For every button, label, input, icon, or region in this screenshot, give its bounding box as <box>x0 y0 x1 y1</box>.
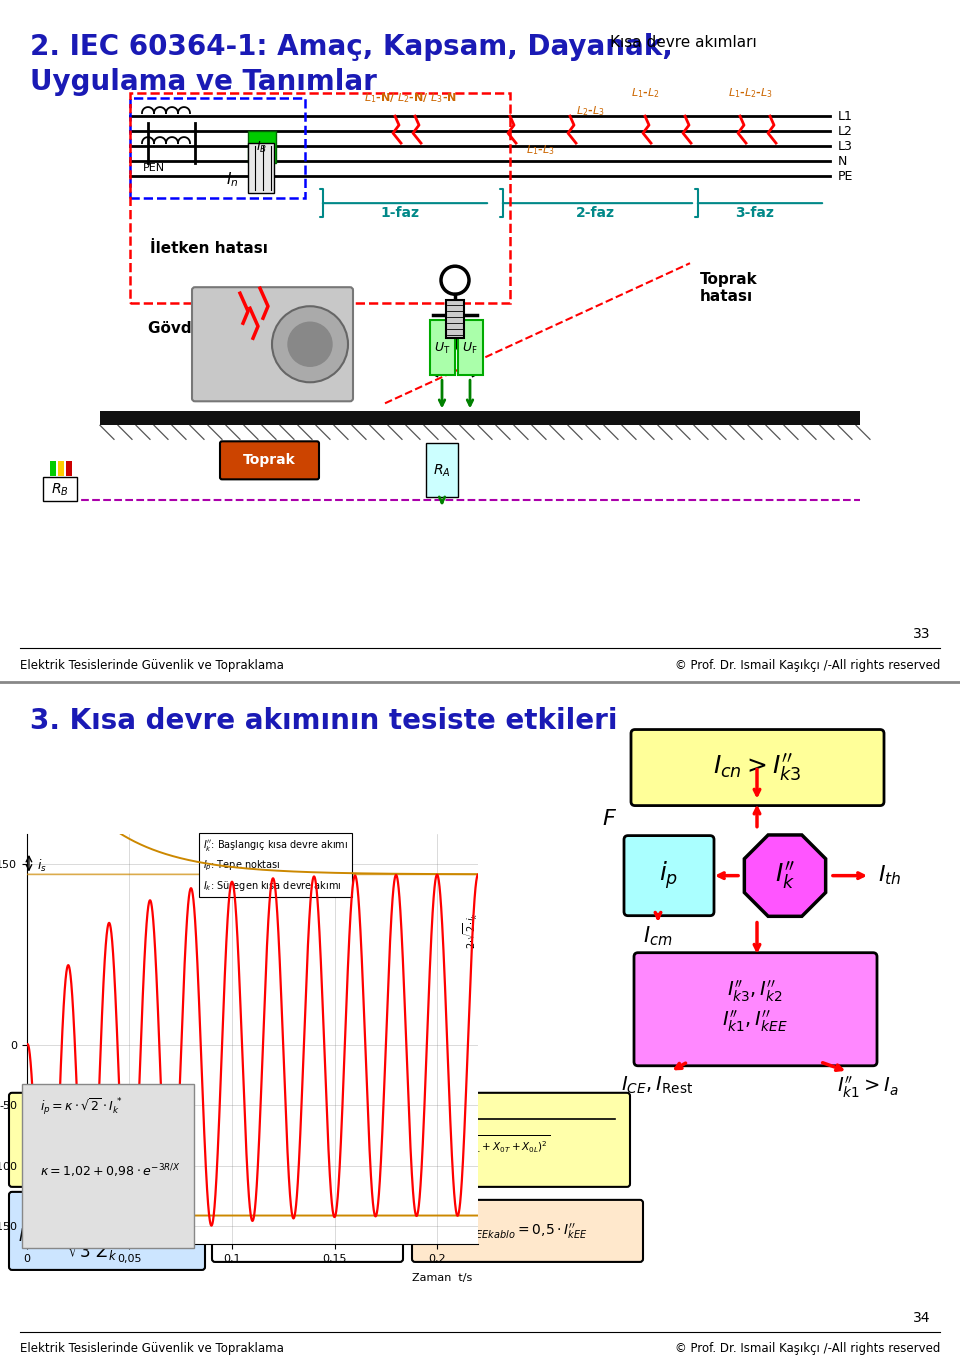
Text: 3. Kısa devre akımının tesiste etkileri: 3. Kısa devre akımının tesiste etkileri <box>30 707 617 734</box>
Text: PE: PE <box>838 170 853 183</box>
Text: $\sqrt{(2R_{1Q}+2R_{1T}+2R_{1L}+R_{0T}+R_{0L})^2+(2X_{1Q}+2X_{1T}+2X_{1L}+X_{0T}: $\sqrt{(2R_{1Q}+2R_{1T}+2R_{1L}+R_{0T}+R… <box>190 1133 550 1156</box>
Text: 2. IEC 60364-1: Amaç, Kapsam, Dayanak,
Uygulama ve Tanımlar: 2. IEC 60364-1: Amaç, Kapsam, Dayanak, U… <box>30 33 673 96</box>
Bar <box>430 320 455 376</box>
Text: $U_{\rm T}$: $U_{\rm T}$ <box>434 340 450 355</box>
Bar <box>130 98 305 198</box>
Text: $I_{cm}$: $I_{cm}$ <box>643 924 673 949</box>
Bar <box>130 93 510 303</box>
FancyBboxPatch shape <box>192 287 353 402</box>
Bar <box>458 320 483 376</box>
Text: 34: 34 <box>913 1311 930 1325</box>
Text: $F$: $F$ <box>603 809 617 828</box>
Text: $L_1$-$L_3$: $L_1$-$L_3$ <box>526 144 554 157</box>
Text: $R_A$: $R_A$ <box>433 462 451 478</box>
Text: $I^{\prime\prime}_{kEEkablo} = 0{,}5 \cdot I^{\prime\prime}_{kEE}$: $I^{\prime\prime}_{kEEkablo} = 0{,}5 \cd… <box>467 1221 588 1240</box>
Text: Toprak
hatası: Toprak hatası <box>700 272 757 305</box>
Circle shape <box>272 306 348 383</box>
Text: 2-faz: 2-faz <box>575 206 614 220</box>
Text: $I^{\prime\prime}_{k1}, I^{\prime\prime}_{kEE}$: $I^{\prime\prime}_{k1}, I^{\prime\prime}… <box>722 1009 788 1035</box>
FancyBboxPatch shape <box>212 1200 403 1262</box>
Text: $I_{CE}, I_{\rm Rest}$: $I_{CE}, I_{\rm Rest}$ <box>621 1074 693 1096</box>
Text: $L_1$-$L_2$-$L_3$: $L_1$-$L_2$-$L_3$ <box>728 86 772 100</box>
Text: $U_{\rm F}$: $U_{\rm F}$ <box>462 340 478 355</box>
Text: L2: L2 <box>838 124 852 138</box>
Bar <box>446 301 464 338</box>
Text: $R_B$: $R_B$ <box>51 481 69 498</box>
FancyBboxPatch shape <box>9 1092 630 1187</box>
Text: $i_s$: $i_s$ <box>37 858 47 875</box>
Text: L3: L3 <box>838 139 852 153</box>
Text: © Prof. Dr. Ismail Kaşıkçı /-All rights reserved: © Prof. Dr. Ismail Kaşıkçı /-All rights … <box>675 659 940 673</box>
Text: İletken hatası: İletken hatası <box>150 241 268 256</box>
FancyBboxPatch shape <box>631 730 884 805</box>
Text: $I^{\prime\prime}_{k1\min} = $: $I^{\prime\prime}_{k1\min} = $ <box>100 1109 155 1129</box>
Text: 1-faz: 1-faz <box>380 206 420 220</box>
Text: Toprak: Toprak <box>243 454 296 468</box>
Text: Elektrik Tesislerinde Güvenlik ve Topraklama: Elektrik Tesislerinde Güvenlik ve Toprak… <box>20 1342 284 1356</box>
Text: $I^{\prime\prime}_{k3} = \dfrac{c_{\max} \cdot U_n}{\sqrt{3}\; Z_k}$: $I^{\prime\prime}_{k3} = \dfrac{c_{\max}… <box>18 1217 127 1263</box>
Text: $I_{th}$: $I_{th}$ <box>878 864 901 887</box>
Bar <box>100 411 860 425</box>
Text: $I_n$: $I_n$ <box>226 171 238 190</box>
Text: $c_{\min} \cdot \sqrt{3} \cdot U_n$: $c_{\min} \cdot \sqrt{3} \cdot U_n$ <box>324 1098 417 1122</box>
FancyBboxPatch shape <box>634 953 877 1066</box>
Polygon shape <box>744 835 826 916</box>
Text: PEN: PEN <box>143 163 165 174</box>
Bar <box>248 144 274 193</box>
FancyBboxPatch shape <box>22 1084 194 1248</box>
FancyBboxPatch shape <box>9 1192 205 1270</box>
Text: 33: 33 <box>913 627 930 641</box>
X-axis label: Zaman  t/s: Zaman t/s <box>412 1273 472 1282</box>
Text: 3-faz: 3-faz <box>735 206 775 220</box>
FancyBboxPatch shape <box>412 1200 643 1262</box>
Text: $2\!\cdot\!\sqrt{2}\!\cdot\!i_k$: $2\!\cdot\!\sqrt{2}\!\cdot\!i_k$ <box>462 912 480 949</box>
Bar <box>248 131 276 163</box>
Text: $I^{\prime\prime}_{k3}, I^{\prime\prime}_{k2}$: $I^{\prime\prime}_{k3}, I^{\prime\prime}… <box>727 979 783 1005</box>
Text: Gövde hatası: Gövde hatası <box>148 321 260 336</box>
Text: $I^{\prime\prime}_k$: Başlangıç kısa devre akımı
$I_p$: Tepe noktası
$I_k$: Süre: $I^{\prime\prime}_k$: Başlangıç kısa dev… <box>203 838 348 893</box>
Text: $I_{cn} > I^{\prime\prime}_{k3}$: $I_{cn} > I^{\prime\prime}_{k3}$ <box>712 752 802 783</box>
Text: © Prof. Dr. Ismail Kaşıkçı /-All rights reserved: © Prof. Dr. Ismail Kaşıkçı /-All rights … <box>675 1342 940 1356</box>
Text: Elektrik Tesislerinde Güvenlik ve Topraklama: Elektrik Tesislerinde Güvenlik ve Toprak… <box>20 659 284 673</box>
Text: $I^{\prime\prime}_{kEE} = 0{,}85 \cdot I^{\prime\prime}_{k3}$: $I^{\prime\prime}_{kEE} = 0{,}85 \cdot I… <box>258 1221 355 1240</box>
Text: $L_1$-N/ $L_2$-N/ $L_3$-N: $L_1$-N/ $L_2$-N/ $L_3$-N <box>364 92 457 105</box>
FancyBboxPatch shape <box>43 477 77 502</box>
Text: $I_B$: $I_B$ <box>256 139 268 154</box>
Text: $I^{\prime\prime}_k$: $I^{\prime\prime}_k$ <box>775 860 795 891</box>
FancyBboxPatch shape <box>426 443 458 498</box>
Text: $\kappa = 1{,}02 + 0{,}98 \cdot e^{-3R/X}$: $\kappa = 1{,}02 + 0{,}98 \cdot e^{-3R/X… <box>40 1162 180 1180</box>
Text: N: N <box>838 154 848 168</box>
Text: $L_2$-$L_3$: $L_2$-$L_3$ <box>576 104 604 118</box>
Text: $i_p = \kappa \cdot \sqrt{2} \cdot I_k^{\,*}$: $i_p = \kappa \cdot \sqrt{2} \cdot I_k^{… <box>40 1096 123 1117</box>
FancyBboxPatch shape <box>220 442 319 480</box>
Text: Kısa devre akımları: Kısa devre akımları <box>610 36 756 51</box>
Circle shape <box>288 323 332 366</box>
Bar <box>58 461 64 476</box>
Text: $L_1$-$L_2$: $L_1$-$L_2$ <box>631 86 660 100</box>
Text: $I^{\prime\prime}_{k1} > I_a$: $I^{\prime\prime}_{k1} > I_a$ <box>837 1074 899 1100</box>
FancyBboxPatch shape <box>624 835 714 916</box>
Bar <box>66 461 72 476</box>
Bar <box>50 461 56 476</box>
Text: L1: L1 <box>838 109 852 123</box>
Text: $i_p$: $i_p$ <box>660 860 679 891</box>
